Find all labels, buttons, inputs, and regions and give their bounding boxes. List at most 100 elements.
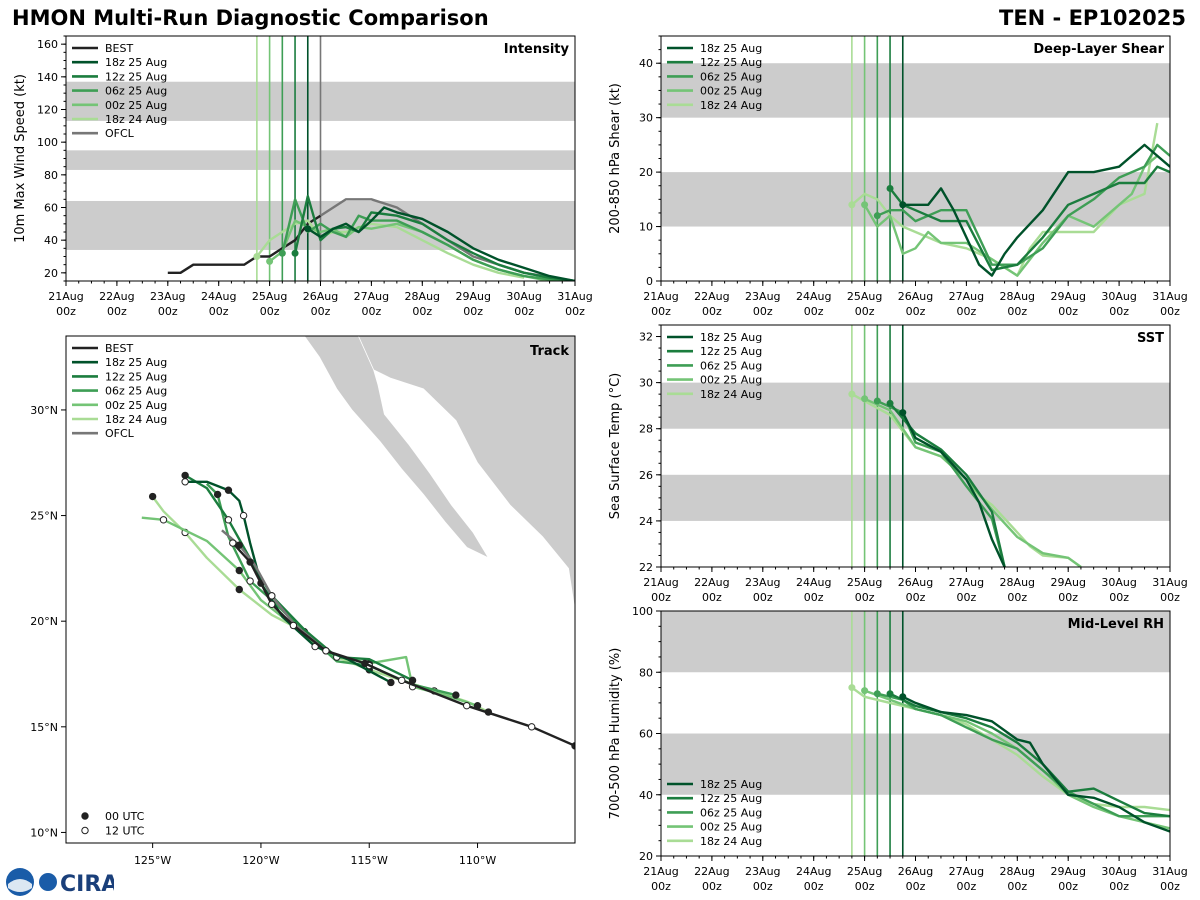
x-tick-label: 28Aug <box>1000 576 1035 589</box>
track-point-00utc <box>224 486 233 494</box>
x-tick-label: 125°W <box>134 854 171 867</box>
x-tick-label: 00z <box>804 305 824 318</box>
y-tick-label: 40 <box>639 57 653 70</box>
x-tick-label: 27Aug <box>354 290 389 303</box>
track-point-12utc <box>463 701 471 710</box>
series-line <box>863 154 1159 277</box>
y-tick-label: 0 <box>646 275 653 288</box>
x-tick-label: 00z <box>804 591 824 604</box>
x-tick-label: 21Aug <box>48 290 83 303</box>
track-point-12utc <box>224 516 233 524</box>
legend-label: 18z 24 Aug <box>105 113 167 126</box>
track-line <box>151 495 489 714</box>
legend-label: BEST <box>105 42 133 55</box>
series-line <box>902 695 1170 833</box>
x-tick-label: 28Aug <box>1000 865 1035 878</box>
init-point <box>873 212 881 220</box>
y-tick-label: 10°N <box>30 826 58 839</box>
legend-marker-12utc <box>81 826 89 835</box>
legend-label: BEST <box>105 342 133 355</box>
x-tick-label: 00z <box>1058 591 1078 604</box>
x-tick-label: 00z <box>753 591 773 604</box>
x-tick-label: 28Aug <box>1000 290 1035 303</box>
legend-label: 18z 24 Aug <box>700 835 762 848</box>
init-point <box>899 201 907 209</box>
track-point-00utc <box>361 659 369 668</box>
init-point <box>253 253 261 260</box>
x-tick-label: 00z <box>651 305 671 318</box>
track-point-12utc <box>398 676 406 685</box>
x-tick-label: 22Aug <box>694 576 729 589</box>
legend-label: 18z 25 Aug <box>700 42 762 55</box>
x-tick-label: 00z <box>804 880 824 893</box>
legend-label: 00z 25 Aug <box>700 85 762 98</box>
x-tick-label: 21Aug <box>643 290 678 303</box>
y-tick-label: 80 <box>44 169 58 182</box>
series-group <box>848 684 1170 833</box>
legend-label: 18z 24 Aug <box>700 388 762 401</box>
x-tick-label: 26Aug <box>898 576 933 589</box>
y-tick-label: 100 <box>632 605 653 618</box>
y-tick-label: 80 <box>639 666 653 679</box>
init-point <box>861 395 869 403</box>
x-tick-label: 00z <box>1007 880 1027 893</box>
x-tick-label: 00z <box>651 591 671 604</box>
y-tick-label: 26 <box>639 469 653 482</box>
track-point-12utc <box>229 539 237 547</box>
y-tick-label: 20 <box>44 267 58 280</box>
y-axis-label: 700-500 hPa Humidity (%) <box>608 648 623 820</box>
x-tick-label: 24Aug <box>201 290 236 303</box>
x-tick-label: 00z <box>311 305 331 318</box>
legend-label: 18z 25 Aug <box>700 331 762 344</box>
x-tick-label: 00z <box>412 305 432 318</box>
legend-label: 12 UTC <box>105 825 145 838</box>
init-point <box>278 249 286 257</box>
y-tick-label: 100 <box>37 136 58 149</box>
init-point <box>266 257 274 265</box>
x-tick-label: 31Aug <box>1152 290 1187 303</box>
x-tick-label: 25Aug <box>847 865 882 878</box>
x-tick-label: 00z <box>260 305 280 318</box>
x-tick-label: 27Aug <box>949 576 984 589</box>
legend-label: 12z 25 Aug <box>105 370 167 383</box>
y-tick-label: 10 <box>639 221 653 234</box>
y-tick-label: 20 <box>639 166 653 179</box>
y-tick-label: 32 <box>639 331 653 344</box>
y-axis-label: Sea Surface Temp (°C) <box>608 373 623 520</box>
threshold-band <box>661 611 1170 673</box>
x-tick-label: 30Aug <box>1101 290 1136 303</box>
init-point <box>861 687 869 695</box>
x-tick-label: 21Aug <box>643 865 678 878</box>
page-title: HMON Multi-Run Diagnostic Comparison <box>12 6 489 30</box>
x-tick-label: 00z <box>702 305 722 318</box>
track-line <box>184 474 414 682</box>
init-point <box>304 225 312 233</box>
x-tick-label: 23Aug <box>745 290 780 303</box>
x-tick-label: 00z <box>753 880 773 893</box>
x-tick-label: 30Aug <box>1101 576 1136 589</box>
x-tick-label: 24Aug <box>796 865 831 878</box>
track-point-00utc <box>213 490 222 499</box>
init-point <box>886 690 894 698</box>
y-tick-label: 40 <box>639 789 653 802</box>
logo: CIRA <box>6 868 114 897</box>
legend-marker-00utc <box>81 812 89 820</box>
y-tick-label: 22 <box>639 561 653 574</box>
y-tick-label: 140 <box>37 71 58 84</box>
legend-label: 00z 25 Aug <box>700 821 762 834</box>
track-point-00utc <box>452 691 460 699</box>
track-point-00utc <box>148 492 157 501</box>
x-tick-label: 29Aug <box>1050 576 1085 589</box>
legend-label: 06z 25 Aug <box>105 85 167 98</box>
x-tick-label: 29Aug <box>1050 865 1085 878</box>
init-point <box>899 409 907 417</box>
x-tick-label: 30Aug <box>506 290 541 303</box>
y-tick-label: 120 <box>37 104 58 117</box>
track-point-00utc <box>235 585 243 594</box>
x-tick-label: 115°W <box>351 854 388 867</box>
track-point-12utc <box>289 621 298 630</box>
x-tick-label: 120°W <box>242 854 279 867</box>
x-tick-label: 00z <box>1007 591 1027 604</box>
